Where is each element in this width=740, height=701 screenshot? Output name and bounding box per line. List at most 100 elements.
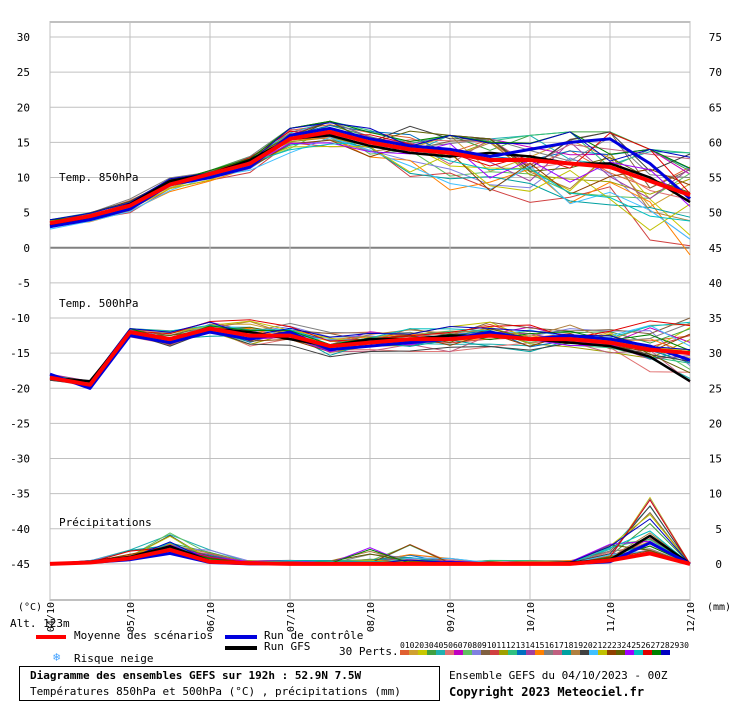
pert-color-swatch bbox=[544, 650, 553, 655]
label-precipitations: Précipitations bbox=[59, 516, 152, 529]
chart-title: Diagramme des ensembles GEFS sur 192h : … bbox=[30, 669, 362, 682]
left-tick-label: -5 bbox=[17, 277, 30, 290]
left-tick-label: -40 bbox=[10, 523, 30, 536]
t850-member-line bbox=[49, 120, 691, 224]
pert-color-swatch bbox=[661, 650, 670, 655]
pert-color-swatch bbox=[463, 650, 472, 655]
left-tick-label: -45 bbox=[10, 558, 30, 571]
run-info: Ensemble GEFS du 04/10/2023 - 00Z bbox=[449, 669, 668, 682]
pert-color-swatch bbox=[535, 650, 544, 655]
x-tick-label: 06/10 bbox=[206, 602, 217, 632]
legend-gfs-label: Run GFS bbox=[264, 640, 311, 653]
pert-color-swatch bbox=[625, 650, 634, 655]
pert-color-swatch bbox=[607, 650, 616, 655]
left-tick-label: -20 bbox=[10, 382, 30, 395]
pert-color-swatch bbox=[616, 650, 625, 655]
pert-number-row: 0102030405060708091011121314151617181920… bbox=[400, 641, 689, 650]
x-tick-label: 07/10 bbox=[286, 602, 297, 632]
altitude-label: Alt. 123m bbox=[10, 617, 70, 630]
right-tick-label: 5 bbox=[715, 523, 722, 536]
pert-color-swatch bbox=[418, 650, 427, 655]
chart-subtitle: Températures 850hPa et 500hPa (°C) , pré… bbox=[30, 685, 401, 698]
right-tick-label: 65 bbox=[709, 101, 722, 114]
right-tick-label: 35 bbox=[709, 312, 722, 325]
right-tick-label: 75 bbox=[709, 31, 722, 44]
precip-mean-line bbox=[49, 547, 691, 566]
right-tick-label: 55 bbox=[709, 172, 722, 185]
right-tick-label: 70 bbox=[709, 66, 722, 79]
left-tick-label: 0 bbox=[23, 242, 30, 255]
title-box bbox=[19, 666, 440, 701]
x-tick-label: 08/10 bbox=[366, 602, 377, 632]
legend-gfs-line bbox=[225, 646, 257, 650]
pert-color-swatch bbox=[571, 650, 580, 655]
right-tick-label: 30 bbox=[709, 347, 722, 360]
pert-color-swatch bbox=[454, 650, 463, 655]
left-tick-label: 5 bbox=[23, 207, 30, 220]
left-tick-label: 30 bbox=[17, 31, 30, 44]
legend-mean-label: Moyenne des scénarios bbox=[74, 629, 214, 642]
t850-member-line bbox=[49, 137, 691, 240]
right-tick-label: 0 bbox=[715, 558, 722, 571]
left-tick-label: 10 bbox=[17, 172, 30, 185]
pert-color-swatch bbox=[445, 650, 454, 655]
t500-control-line bbox=[49, 330, 691, 390]
right-tick-label: 60 bbox=[709, 136, 722, 149]
copyright: Copyright 2023 Meteociel.fr bbox=[449, 685, 645, 699]
legend-control-label: Run de contrôle bbox=[264, 629, 364, 642]
pert-swatch-row bbox=[400, 650, 670, 655]
x-tick-label: 09/10 bbox=[446, 602, 457, 632]
snowflake-icon: ❄ bbox=[53, 650, 61, 664]
x-tick-label: 05/10 bbox=[126, 602, 137, 632]
precip-member-line bbox=[49, 530, 691, 565]
t500-mean-line bbox=[49, 326, 691, 387]
left-tick-label: 15 bbox=[17, 136, 30, 149]
right-tick-label: 45 bbox=[709, 242, 722, 255]
pert-color-swatch bbox=[427, 650, 436, 655]
right-tick-label: 10 bbox=[709, 488, 722, 501]
x-tick-label: 04/10 bbox=[46, 602, 57, 632]
left-tick-label: -35 bbox=[10, 488, 30, 501]
left-tick-label: -30 bbox=[10, 453, 30, 466]
right-tick-label: 15 bbox=[709, 453, 722, 466]
pert-color-swatch bbox=[517, 650, 526, 655]
left-tick-label: -25 bbox=[10, 417, 30, 430]
legend-snow-label: Risque neige bbox=[74, 652, 154, 665]
x-tick-label: 10/10 bbox=[526, 602, 537, 632]
label-temp-850: Temp. 850hPa bbox=[59, 171, 138, 184]
right-tick-label: 50 bbox=[709, 207, 722, 220]
left-unit-label: (°C) bbox=[18, 602, 42, 613]
legend-mean-line bbox=[36, 635, 66, 639]
label-temp-500: Temp. 500hPa bbox=[59, 297, 138, 310]
pert-color-swatch bbox=[652, 650, 661, 655]
pert-color-swatch bbox=[481, 650, 490, 655]
legend-control-line bbox=[225, 635, 257, 639]
pert-color-swatch bbox=[589, 650, 598, 655]
right-tick-label: 25 bbox=[709, 382, 722, 395]
right-unit-label: (mm) bbox=[707, 602, 731, 613]
pert-color-swatch bbox=[400, 650, 409, 655]
pert-color-swatch bbox=[553, 650, 562, 655]
pert-color-swatch bbox=[580, 650, 589, 655]
pert-color-swatch bbox=[562, 650, 571, 655]
right-tick-label: 20 bbox=[709, 417, 722, 430]
pert-color-swatch bbox=[598, 650, 607, 655]
right-tick-label: 40 bbox=[709, 277, 722, 290]
pert-color-swatch bbox=[472, 650, 481, 655]
pert-color-swatch bbox=[436, 650, 445, 655]
t850-mean-line bbox=[49, 129, 691, 226]
pert-color-swatch bbox=[526, 650, 535, 655]
x-tick-label: 11/10 bbox=[606, 602, 617, 632]
pert-color-swatch bbox=[634, 650, 643, 655]
pert-color-swatch bbox=[490, 650, 499, 655]
legend-perts-label: 30 Perts. bbox=[339, 645, 399, 658]
pert-color-swatch bbox=[499, 650, 508, 655]
pert-color-swatch bbox=[643, 650, 652, 655]
pert-color-swatch bbox=[508, 650, 517, 655]
left-tick-label: 20 bbox=[17, 101, 30, 114]
left-tick-label: -10 bbox=[10, 312, 30, 325]
pert-color-swatch bbox=[409, 650, 418, 655]
precip-member-line bbox=[49, 513, 691, 565]
x-tick-label: 12/10 bbox=[686, 602, 697, 632]
